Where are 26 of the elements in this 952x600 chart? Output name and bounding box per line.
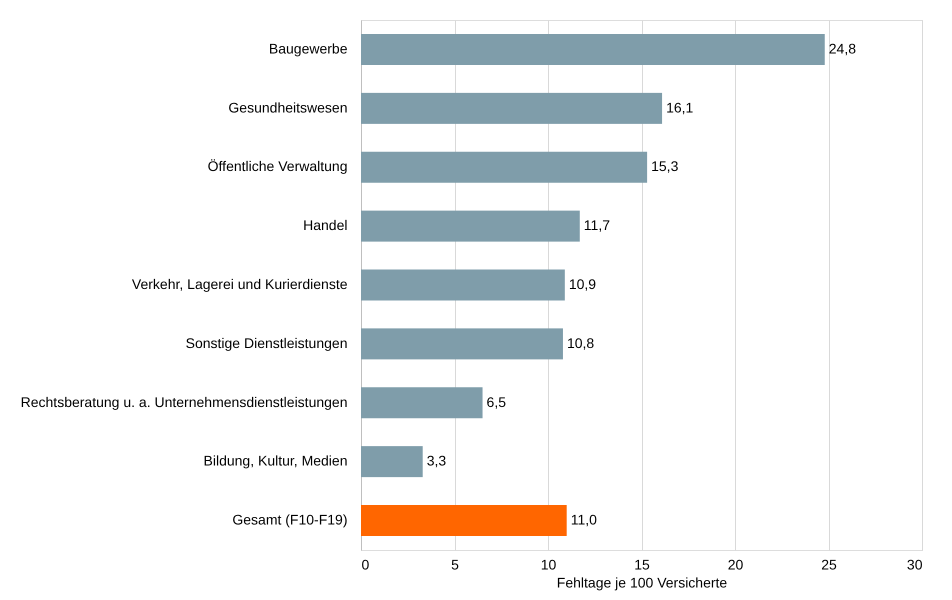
data-label: 15,3 [651,158,679,174]
x-tick-label: 0 [362,556,370,572]
y-tick-label: Verkehr, Lagerei und Kurierdienste [132,276,348,292]
y-tick-label: Rechtsberatung u. a. Unternehmensdienstleistungen [20,394,348,410]
y-tick-label: Handel [303,217,348,234]
y-tick-label: Öffentliche Verwaltung [208,158,348,174]
x-tick-label: 25 [821,556,837,572]
data-label: 11,0 [570,512,598,528]
y-tick-label: Gesamt (F10-F19) [232,512,348,528]
x-tick-label: 5 [451,556,460,572]
data-label: 11,7 [584,217,610,234]
data-label: 10,8 [566,334,594,351]
y-tick-label: Bildung, Kultur, Medien [204,452,348,469]
data-label: 24,8 [828,40,856,56]
y-tick-label: Gesundheitswesen [228,99,348,116]
data-label: 6,5 [486,394,506,410]
x-tick-label: 10 [540,556,556,572]
x-axis-title: Fehltage je 100 Versicherte [556,574,728,590]
x-tick-label: 20 [728,556,744,572]
data-label: 10,9 [568,276,596,292]
data-label: 16,1 [666,99,694,116]
x-tick-label: 30 [906,556,923,572]
x-tick-label: 15 [634,556,650,572]
y-tick-label: Baugewerbe [268,40,348,56]
data-label: 3,3 [426,452,446,469]
y-tick-label: Sonstige Dienstleistungen [186,334,348,351]
